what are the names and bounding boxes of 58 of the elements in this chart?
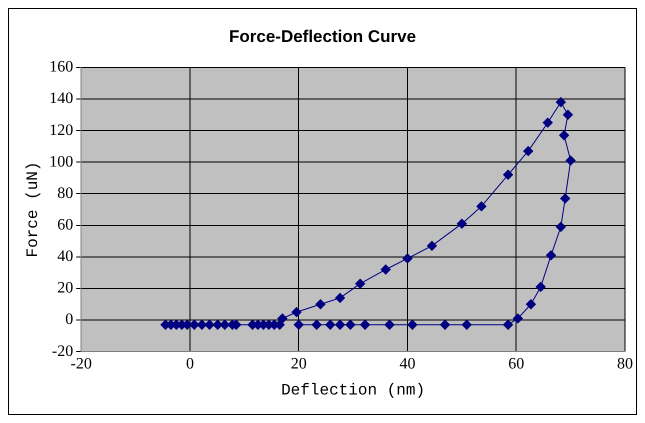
y-tick-label: 160: [49, 58, 74, 76]
point: [212, 320, 223, 330]
point: [556, 97, 566, 108]
y-tick-label: 120: [49, 122, 74, 139]
y-tick-label: 80: [57, 184, 74, 202]
point: [426, 240, 437, 251]
point: [556, 222, 566, 232]
point: [335, 292, 346, 303]
point: [312, 320, 322, 330]
x-tick-label: 80: [617, 355, 633, 372]
point: [189, 320, 200, 330]
point: [277, 313, 288, 324]
point: [380, 264, 391, 274]
chart-title: Force-Deflection Curve: [228, 26, 416, 46]
point: [402, 253, 412, 264]
point: [566, 156, 576, 166]
point: [440, 320, 450, 330]
point: [325, 320, 336, 330]
point: [546, 250, 556, 260]
y-tick-label: 20: [57, 280, 74, 297]
point: [523, 146, 534, 156]
point: [294, 320, 304, 330]
point: [345, 320, 356, 330]
point: [355, 278, 366, 289]
point: [560, 193, 570, 204]
point: [292, 307, 302, 318]
point: [315, 299, 326, 310]
point: [335, 320, 346, 330]
point: [456, 218, 467, 229]
x-tick-label: -20: [70, 355, 92, 372]
point: [512, 313, 523, 324]
point: [384, 320, 395, 330]
point: [220, 320, 230, 330]
y-tick-label: 60: [57, 216, 74, 234]
x-tick-label: 40: [399, 355, 416, 372]
x-tick-label: 20: [290, 355, 307, 372]
point: [562, 110, 573, 120]
point: [503, 320, 514, 330]
point: [476, 201, 486, 212]
point: [462, 320, 472, 330]
y-axis-title: Force (uN): [24, 161, 42, 258]
x-axis-title: Deflection (nm): [281, 382, 426, 400]
point: [503, 170, 514, 180]
point: [536, 282, 546, 292]
point: [559, 130, 570, 140]
y-tick-label: 100: [49, 153, 74, 170]
point: [204, 320, 215, 330]
point: [526, 299, 536, 310]
x-tick-label: 60: [508, 355, 524, 372]
point: [407, 320, 418, 330]
point: [542, 118, 553, 128]
y-tick-label: 40: [57, 248, 74, 266]
x-tick-label: 0: [186, 355, 194, 372]
y-tick-label: 0: [65, 311, 74, 328]
point: [196, 320, 207, 330]
point: [360, 320, 370, 330]
y-tick-label: 140: [49, 90, 74, 108]
y-tick-label: -20: [52, 342, 74, 360]
